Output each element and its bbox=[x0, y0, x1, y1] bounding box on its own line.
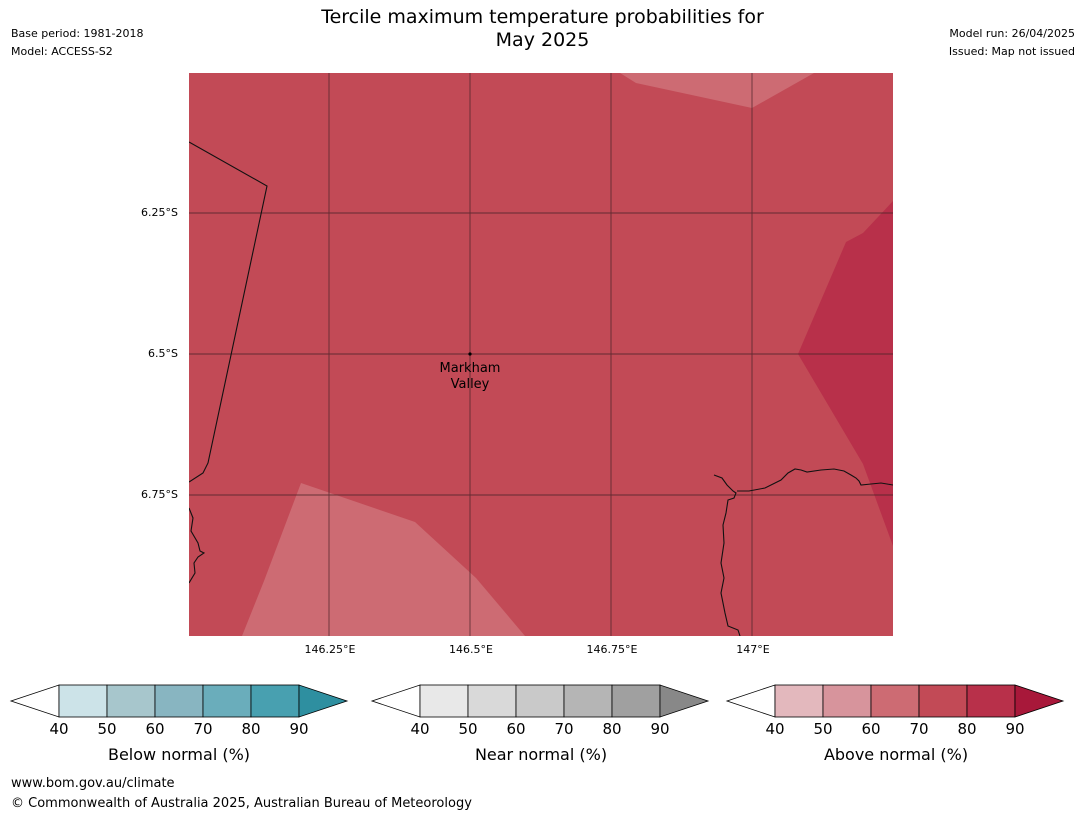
title-line-2: May 2025 bbox=[495, 29, 590, 51]
colorbar-near-tick-label: 60 bbox=[506, 720, 525, 738]
latitude-label: 6.75°S bbox=[141, 488, 178, 501]
metadata-right: Model run: 26/04/2025 Issued: Map not is… bbox=[949, 25, 1075, 61]
colorbar-below-upper-extension bbox=[298, 684, 349, 718]
place-name-line-1: Markham bbox=[440, 361, 501, 376]
longitude-label: 146.25°E bbox=[304, 643, 356, 656]
colorbar-above-lower-extension bbox=[725, 684, 776, 718]
colorbar-below-tick-label: 90 bbox=[289, 720, 308, 738]
longitude-label: 146.75°E bbox=[586, 643, 638, 656]
colorbar-label-near: Near normal (%) bbox=[474, 745, 608, 764]
colorbar-above-segment bbox=[918, 684, 968, 718]
colorbar-above-tick-label: 90 bbox=[1005, 720, 1024, 738]
coastline-southwest bbox=[189, 507, 206, 584]
colorbar-near-segment bbox=[467, 684, 517, 718]
colorbars: 40 50 60 70 80 90 40 50 60 70 80 90 40 50 60 70 80 90 bbox=[9, 684, 1065, 738]
colorbar-above-upper-extension bbox=[1014, 684, 1065, 718]
above-normal-60-70-region-south bbox=[242, 483, 525, 636]
latitude-label: 6.25°S bbox=[141, 206, 178, 219]
colorbar-label-below: Below normal (%) bbox=[107, 745, 251, 764]
graticule bbox=[189, 73, 893, 636]
footer-url: www.bom.gov.au/climate bbox=[11, 776, 175, 791]
colorbar-near-segment bbox=[611, 684, 661, 718]
colorbar-above-segment bbox=[822, 684, 872, 718]
colorbar-below-tick-label: 70 bbox=[193, 720, 212, 738]
colorbar-below-segment bbox=[250, 684, 300, 718]
colorbar-above-tick-label: 70 bbox=[909, 720, 928, 738]
colorbar-below-tick-label: 80 bbox=[241, 720, 260, 738]
coastline-southeast bbox=[713, 474, 741, 636]
colorbar-near-tick-label: 70 bbox=[554, 720, 573, 738]
map-title: Tercile maximum temperature probabilitie… bbox=[0, 6, 1085, 52]
colorbar-near-segment bbox=[419, 684, 469, 718]
longitude-label: 146.5°E bbox=[449, 643, 493, 656]
above-normal-60-70-region-north bbox=[620, 73, 814, 108]
colorbar-above-tick-label: 50 bbox=[813, 720, 832, 738]
place-name-line-2: Valley bbox=[451, 377, 490, 392]
colorbar-above-segment bbox=[774, 684, 824, 718]
colorbar-above-segment bbox=[870, 684, 920, 718]
model-text: Model: ACCESS-S2 bbox=[11, 45, 113, 58]
colorbar-near-tick-label: 50 bbox=[458, 720, 477, 738]
place-marker bbox=[468, 352, 472, 356]
colorbar-below-segment bbox=[202, 684, 252, 718]
base-period-text: Base period: 1981-2018 bbox=[11, 27, 144, 40]
latitude-label: 6.5°S bbox=[148, 347, 178, 360]
above-normal-80-90-region-east bbox=[798, 201, 893, 546]
colorbar-below-tick-label: 60 bbox=[145, 720, 164, 738]
colorbar-near-segment bbox=[515, 684, 565, 718]
coastline-east bbox=[737, 468, 893, 492]
province-border-west bbox=[189, 141, 268, 483]
colorbar-near-tick-label: 40 bbox=[410, 720, 429, 738]
metadata-left: Base period: 1981-2018 Model: ACCESS-S2 bbox=[11, 25, 143, 61]
colorbar-near-segment bbox=[563, 684, 613, 718]
colorbar-near-tick-label: 90 bbox=[650, 720, 669, 738]
colorbar-below-lower-extension bbox=[9, 684, 60, 718]
probability-map: Markham Valley bbox=[189, 73, 893, 636]
colorbar-above-segment bbox=[966, 684, 1016, 718]
model-run-text: Model run: 26/04/2025 bbox=[949, 27, 1075, 40]
colorbar-below-tick-label: 40 bbox=[49, 720, 68, 738]
colorbar-near-lower-extension bbox=[370, 684, 421, 718]
colorbar-above-tick-label: 40 bbox=[765, 720, 784, 738]
colorbar-near-upper-extension bbox=[659, 684, 710, 718]
footer-copyright: © Commonwealth of Australia 2025, Austra… bbox=[11, 796, 472, 811]
colorbar-below-segment bbox=[58, 684, 108, 718]
colorbar-near-tick-label: 80 bbox=[602, 720, 621, 738]
longitude-label: 147°E bbox=[736, 643, 770, 656]
colorbar-label-above: Above normal (%) bbox=[823, 745, 969, 764]
issued-text: Issued: Map not issued bbox=[948, 45, 1075, 58]
colorbar-below-segment bbox=[106, 684, 156, 718]
colorbar-above-tick-label: 60 bbox=[861, 720, 880, 738]
colorbar-below-segment bbox=[154, 684, 204, 718]
boundaries bbox=[189, 141, 893, 636]
colorbar-above-tick-label: 80 bbox=[957, 720, 976, 738]
colorbar-below-tick-label: 50 bbox=[97, 720, 116, 738]
title-line-1: Tercile maximum temperature probabilitie… bbox=[321, 6, 764, 28]
